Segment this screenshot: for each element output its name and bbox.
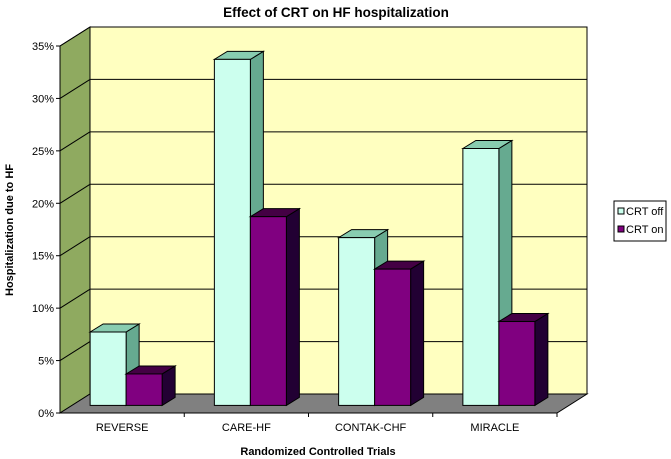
x-axis-title: Randomized Controlled Trials <box>240 446 395 458</box>
x-tick-label: CONTAK-CHF <box>335 422 407 434</box>
legend-label: CRT off <box>626 206 664 218</box>
legend-swatch <box>617 225 625 233</box>
y-tick-label: 20% <box>32 198 54 210</box>
bar-crt-on-reverse <box>124 365 177 407</box>
y-tick-label: 0% <box>38 408 54 420</box>
bar-crt-on-miracle <box>497 312 550 407</box>
bar-front <box>249 216 287 406</box>
bar-front <box>213 58 251 406</box>
bar-front <box>498 321 536 406</box>
side-wall <box>59 26 91 414</box>
x-tick-label: MIRACLE <box>470 422 519 434</box>
y-axis-title: Hospitalization due to HF <box>4 164 16 296</box>
y-tick-label: 15% <box>32 251 54 263</box>
y-tick-label: 30% <box>32 93 54 105</box>
bar-front <box>125 373 163 406</box>
side-gridline <box>59 183 91 204</box>
y-tick-label: 5% <box>38 356 54 368</box>
bar-crt-off-miracle <box>461 139 514 407</box>
chart-title: Effect of CRT on HF hospitalization <box>223 5 449 20</box>
bar-front <box>462 148 500 406</box>
side-gridline <box>59 341 91 361</box>
bar-front <box>338 237 376 406</box>
y-tick-label: 25% <box>32 146 54 158</box>
legend-label: CRT on <box>626 224 664 236</box>
x-tick-label: CARE-HF <box>222 422 271 434</box>
legend-swatch <box>617 207 625 215</box>
y-tick-label: 35% <box>32 41 54 53</box>
side-gridline <box>59 288 91 309</box>
bar-crt-on-contak-chf <box>372 260 426 407</box>
legend: CRT off CRT on <box>613 200 667 242</box>
y-tick-label: 10% <box>32 303 54 315</box>
bar-side <box>285 207 300 407</box>
side-gridline <box>59 236 91 257</box>
bar-side <box>410 260 425 407</box>
side-gridline <box>59 26 91 47</box>
x-tick-label: REVERSE <box>96 422 149 434</box>
side-gridline <box>59 131 91 152</box>
bar-side <box>534 312 549 407</box>
bar-front <box>374 268 412 406</box>
bar-front <box>89 331 127 406</box>
bar-crt-on-care-hf <box>248 207 302 407</box>
side-gridline <box>59 79 91 99</box>
